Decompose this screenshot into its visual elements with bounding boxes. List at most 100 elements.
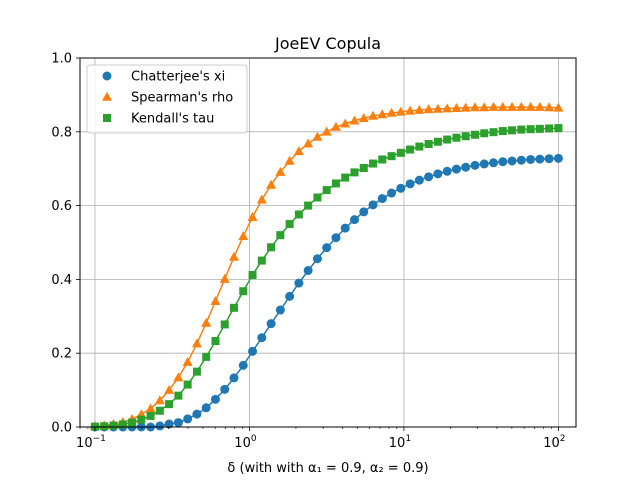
data-point-spearman-s-rho: [479, 102, 490, 112]
data-point-kendall-s-tau: [470, 130, 479, 139]
data-point-spearman-s-rho: [182, 356, 193, 366]
data-point-chatterjee-s-xi: [238, 360, 248, 370]
data-point-spearman-s-rho: [414, 104, 425, 114]
data-point-chatterjee-s-xi: [201, 403, 211, 413]
data-point-kendall-s-tau: [128, 418, 137, 427]
data-point-kendall-s-tau: [257, 256, 266, 265]
series-layer: [89, 101, 564, 432]
data-point-kendall-s-tau: [461, 132, 470, 141]
data-point-chatterjee-s-xi: [535, 154, 545, 164]
data-point-spearman-s-rho: [544, 102, 555, 112]
data-point-spearman-s-rho: [553, 102, 564, 112]
data-point-spearman-s-rho: [293, 146, 304, 156]
legend-marker: [102, 71, 112, 81]
data-point-kendall-s-tau: [424, 139, 433, 148]
data-point-spearman-s-rho: [256, 194, 267, 204]
data-point-chatterjee-s-xi: [424, 172, 434, 182]
data-point-kendall-s-tau: [489, 128, 498, 137]
x-tick-label: 101: [389, 434, 411, 451]
data-point-kendall-s-tau: [183, 380, 192, 389]
data-point-spearman-s-rho: [534, 101, 545, 111]
y-tick-label: 0.6: [51, 199, 72, 214]
data-point-kendall-s-tau: [211, 337, 220, 346]
data-point-spearman-s-rho: [173, 372, 184, 382]
data-point-chatterjee-s-xi: [359, 207, 369, 217]
data-point-spearman-s-rho: [210, 295, 221, 305]
data-point-chatterjee-s-xi: [266, 319, 276, 329]
x-tick-label: 10−1: [76, 434, 106, 451]
x-tick-exponent: 2: [560, 434, 566, 444]
data-point-spearman-s-rho: [154, 395, 165, 405]
data-point-kendall-s-tau: [331, 179, 340, 188]
data-point-chatterjee-s-xi: [470, 160, 480, 170]
chart-title: JoeEV Copula: [274, 34, 381, 53]
x-tick-label: 100: [234, 434, 257, 451]
plot-frame: [79, 57, 577, 428]
y-tick-label: 0.0: [51, 421, 72, 436]
data-point-spearman-s-rho: [164, 384, 175, 394]
data-point-chatterjee-s-xi: [396, 183, 406, 193]
data-point-spearman-s-rho: [405, 105, 416, 115]
data-point-chatterjee-s-xi: [507, 156, 517, 166]
data-point-chatterjee-s-xi: [489, 158, 499, 168]
data-point-chatterjee-s-xi: [544, 154, 554, 164]
data-point-chatterjee-s-xi: [479, 159, 489, 169]
x-tick-base: 10: [389, 436, 406, 451]
data-point-kendall-s-tau: [313, 193, 322, 202]
data-point-chatterjee-s-xi: [387, 188, 397, 198]
data-point-chatterjee-s-xi: [442, 166, 452, 176]
data-point-kendall-s-tau: [155, 406, 164, 415]
legend-label: Kendall's tau: [131, 112, 214, 127]
data-point-spearman-s-rho: [145, 403, 156, 413]
legend-label: Chatterjee's xi: [131, 70, 225, 85]
data-point-chatterjee-s-xi: [210, 394, 220, 404]
x-tick-exponent: 1: [405, 434, 411, 444]
data-point-kendall-s-tau: [239, 287, 248, 296]
x-tick-label: 102: [543, 434, 565, 451]
data-point-kendall-s-tau: [285, 220, 294, 229]
data-point-spearman-s-rho: [303, 138, 314, 148]
data-point-kendall-s-tau: [137, 415, 146, 424]
data-point-kendall-s-tau: [452, 133, 461, 142]
data-point-kendall-s-tau: [350, 168, 359, 177]
legend-box: [86, 64, 248, 134]
data-point-spearman-s-rho: [266, 179, 277, 189]
data-point-chatterjee-s-xi: [155, 421, 165, 431]
data-point-chatterjee-s-xi: [451, 164, 461, 174]
data-point-chatterjee-s-xi: [229, 373, 239, 383]
data-point-chatterjee-s-xi: [183, 414, 193, 424]
data-point-chatterjee-s-xi: [368, 200, 378, 210]
data-point-kendall-s-tau: [146, 411, 155, 420]
data-point-chatterjee-s-xi: [340, 223, 350, 233]
legend: Chatterjee's xi Spearman's rho Kendall's t…: [86, 64, 248, 134]
series-chatterjee-s-xi: [90, 153, 563, 432]
data-point-spearman-s-rho: [507, 101, 518, 111]
data-point-chatterjee-s-xi: [248, 346, 258, 356]
series-kendall-s-tau: [90, 124, 563, 431]
data-point-chatterjee-s-xi: [164, 419, 174, 429]
legend-marker: [103, 114, 111, 122]
data-point-chatterjee-s-xi: [312, 254, 322, 264]
data-point-spearman-s-rho: [219, 273, 230, 283]
data-point-kendall-s-tau: [545, 124, 554, 133]
data-point-kendall-s-tau: [554, 124, 563, 133]
data-point-spearman-s-rho: [423, 104, 434, 114]
data-point-kendall-s-tau: [415, 142, 424, 151]
y-tick-label: 0.2: [51, 347, 72, 362]
data-point-chatterjee-s-xi: [322, 243, 332, 253]
data-point-spearman-s-rho: [349, 115, 360, 125]
data-point-kendall-s-tau: [109, 421, 118, 430]
data-point-chatterjee-s-xi: [433, 169, 443, 179]
data-point-spearman-s-rho: [525, 101, 536, 111]
data-point-spearman-s-rho: [191, 338, 202, 348]
data-point-kendall-s-tau: [498, 127, 507, 136]
data-point-chatterjee-s-xi: [303, 266, 313, 276]
data-point-spearman-s-rho: [228, 251, 239, 261]
data-point-spearman-s-rho: [386, 107, 397, 117]
data-point-chatterjee-s-xi: [294, 278, 304, 288]
data-point-spearman-s-rho: [442, 103, 453, 113]
data-point-spearman-s-rho: [460, 102, 471, 112]
data-point-chatterjee-s-xi: [405, 179, 415, 189]
data-point-spearman-s-rho: [201, 317, 212, 327]
